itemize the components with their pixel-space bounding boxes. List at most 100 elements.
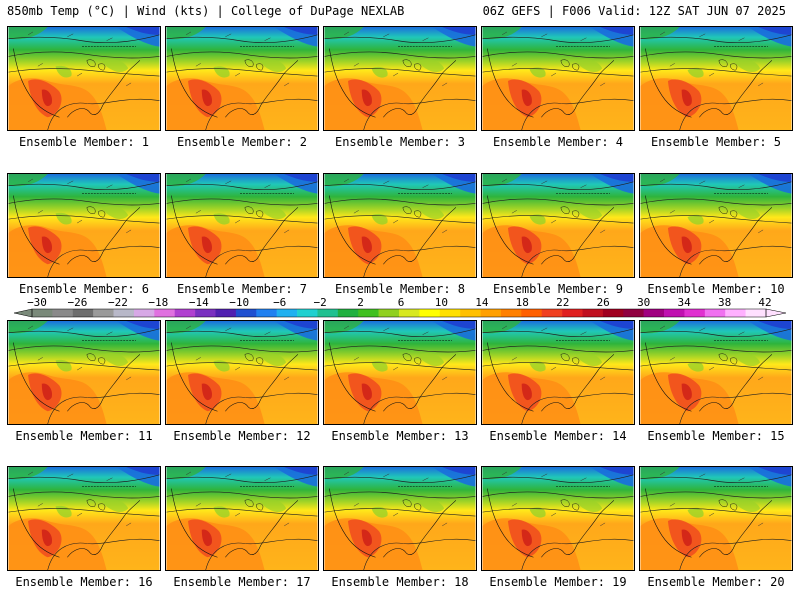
colorbar-segment: [460, 309, 481, 317]
colorbar-segment: [72, 309, 94, 317]
colorbar-tick-label: 6: [398, 296, 405, 309]
colorbar-tick-label: −26: [67, 296, 87, 309]
ensemble-member-label: Ensemble Member: 13: [331, 429, 469, 443]
ensemble-member-label: Ensemble Member: 16: [15, 575, 153, 589]
colorbar-segment: [704, 309, 726, 317]
colorbar-segment: [378, 309, 400, 317]
colorbar-segment: [93, 309, 114, 317]
ensemble-member-label: Ensemble Member: 7: [176, 282, 308, 296]
colorbar-segment: [154, 309, 176, 317]
colorbar-segment: [174, 309, 196, 317]
ensemble-member-label: Ensemble Member: 14: [489, 429, 627, 443]
ensemble-map-panel: [639, 466, 793, 571]
colorbar-tick-label: 42: [758, 296, 771, 309]
colorbar-segment: [133, 309, 155, 317]
colorbar-segment: [480, 309, 502, 317]
colorbar-tick-label: 38: [718, 296, 731, 309]
ensemble-member-label: Ensemble Member: 2: [176, 135, 308, 149]
ensemble-member-label: Ensemble Member: 1: [18, 135, 150, 149]
ensemble-map-panel: [165, 320, 319, 425]
colorbar-segment: [500, 309, 522, 317]
run-valid-title: 06Z GEFS | F006 Valid: 12Z SAT JUN 07 20…: [482, 4, 786, 18]
colorbar-tick-label: 2: [357, 296, 364, 309]
colorbar-segment: [541, 309, 563, 317]
ensemble-member-label: Ensemble Member: 12: [173, 429, 311, 443]
colorbar-segment: [643, 309, 665, 317]
colorbar-segment: [521, 309, 543, 317]
temperature-colorbar: −30 −26 −22 −18 −14 −10 −6 −2 2 6 10 14 18 22 26 30 34 38…: [0, 296, 800, 320]
colorbar-tick-label: −2: [313, 296, 326, 309]
ensemble-member-label: Ensemble Member: 18: [331, 575, 469, 589]
colorbar-segment: [358, 309, 379, 317]
ensemble-member-label: Ensemble Member: 20: [647, 575, 785, 589]
colorbar-segment: [562, 309, 583, 317]
colorbar-segment: [215, 309, 237, 317]
ensemble-member-label: Ensemble Member: 5: [650, 135, 782, 149]
ensemble-member-label: Ensemble Member: 3: [334, 135, 466, 149]
ensemble-map-panel: [7, 173, 161, 278]
colorbar-segment: [113, 309, 135, 317]
colorbar-segment: [664, 309, 685, 317]
ensemble-member-label: Ensemble Member: 10: [647, 282, 785, 296]
colorbar-tick-label: 18: [516, 296, 529, 309]
ensemble-map-panel: [639, 26, 793, 131]
ensemble-map-panel: [481, 173, 635, 278]
ensemble-map-panel: [481, 466, 635, 571]
colorbar-tick-label: 22: [556, 296, 569, 309]
colorbar-tick-label: −10: [229, 296, 249, 309]
colorbar-segment: [745, 309, 767, 317]
colorbar-segment: [684, 309, 706, 317]
ensemble-map-panel: [7, 320, 161, 425]
ensemble-member-label: Ensemble Member: 9: [492, 282, 624, 296]
ensemble-member-label: Ensemble Member: 17: [173, 575, 311, 589]
colorbar-low-arrow: [13, 308, 33, 318]
ensemble-map-panel: [323, 320, 477, 425]
colorbar-tick-label: −18: [148, 296, 168, 309]
colorbar-segment: [419, 309, 441, 317]
colorbar-segment: [623, 309, 644, 317]
chart-title: 850mb Temp (°C) | Wind (kts) | College o…: [7, 4, 405, 18]
colorbar-tick-label: 30: [637, 296, 650, 309]
ensemble-member-label: Ensemble Member: 15: [647, 429, 785, 443]
colorbar-svg: −30 −26 −22 −18 −14 −10 −6 −2 2 6 10 14 18 22 26 30 34 38…: [13, 296, 787, 318]
colorbar-tick-label: 10: [435, 296, 448, 309]
colorbar-segment: [439, 309, 461, 317]
colorbar-segment: [582, 309, 604, 317]
colorbar-tick-label: −30: [27, 296, 47, 309]
colorbar-segment: [52, 309, 74, 317]
ensemble-member-label: Ensemble Member: 6: [18, 282, 150, 296]
ensemble-map-panel: [323, 173, 477, 278]
ensemble-map-panel: [481, 26, 635, 131]
colorbar-segment: [337, 309, 359, 317]
ensemble-member-label: Ensemble Member: 8: [334, 282, 466, 296]
ensemble-map-panel: [323, 26, 477, 131]
ensemble-map-panel: [7, 466, 161, 571]
ensemble-member-label: Ensemble Member: 4: [492, 135, 624, 149]
colorbar-segment: [32, 309, 53, 317]
ensemble-member-label: Ensemble Member: 11: [15, 429, 153, 443]
ensemble-map-panel: [7, 26, 161, 131]
colorbar-segment: [256, 309, 277, 317]
ensemble-map-panel: [165, 26, 319, 131]
colorbar-tick-label: 26: [597, 296, 610, 309]
colorbar-segment: [235, 309, 257, 317]
colorbar-segment: [602, 309, 624, 317]
colorbar-segment: [195, 309, 216, 317]
colorbar-segment: [725, 309, 746, 317]
ensemble-map-panel: [165, 173, 319, 278]
colorbar-segment: [317, 309, 339, 317]
colorbar-tick-label: 14: [475, 296, 489, 309]
ensemble-map-panel: [165, 466, 319, 571]
colorbar-tick-label: −22: [108, 296, 128, 309]
colorbar-segment: [399, 309, 420, 317]
ensemble-member-label: Ensemble Member: 19: [489, 575, 627, 589]
colorbar-tick-label: −6: [273, 296, 286, 309]
colorbar-segment: [297, 309, 318, 317]
colorbar-high-arrow: [765, 308, 787, 318]
colorbar-tick-label: 34: [677, 296, 691, 309]
ensemble-map-panel: [481, 320, 635, 425]
colorbar-segment: [276, 309, 298, 317]
ensemble-map-panel: [639, 173, 793, 278]
colorbar-tick-label: −14: [189, 296, 209, 309]
ensemble-map-panel: [323, 466, 477, 571]
